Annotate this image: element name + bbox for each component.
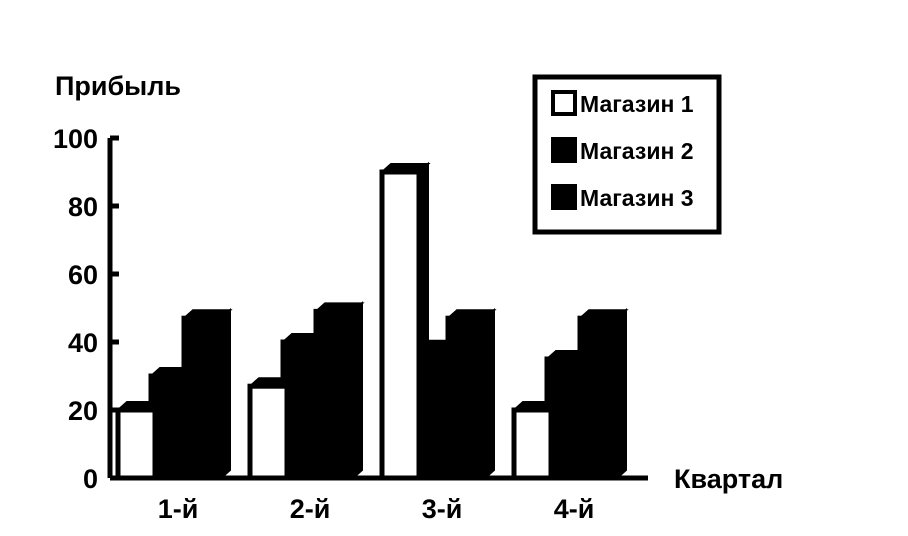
legend-swatch-1 <box>551 90 577 116</box>
y-tick-label: 40 <box>68 328 98 358</box>
legend-label-1: Магазин 1 <box>580 91 694 117</box>
y-axis-label: Прибыль <box>55 71 181 101</box>
bar-1-3 <box>379 161 431 481</box>
x-tick-label: 2-й <box>290 494 331 524</box>
y-tick-label: 100 <box>53 124 98 154</box>
plot-area: 0 20 40 60 80 100 1-й 2-й 3-й 4-й <box>53 124 648 524</box>
y-tick-label: 20 <box>68 396 98 426</box>
y-tick-label: 80 <box>68 192 98 222</box>
bar-1-2 <box>247 375 299 481</box>
bar-1-1 <box>115 399 167 481</box>
y-tick-label: 60 <box>68 260 98 290</box>
legend-label-2: Магазин 2 <box>580 138 694 164</box>
x-tick-label: 4-й <box>554 494 595 524</box>
y-tick-label: 0 <box>83 464 98 494</box>
bar-front-face <box>379 169 422 481</box>
legend-swatch-2 <box>551 137 577 163</box>
x-tick-label: 3-й <box>422 494 463 524</box>
bar-front-face <box>511 407 554 481</box>
bar-front-face <box>115 407 158 481</box>
x-tick-label: 1-й <box>158 494 199 524</box>
bar-front-face <box>247 383 290 481</box>
x-axis-label: Квартал <box>674 464 783 494</box>
legend: Магазин 1 Магазин 2 Магазин 3 <box>532 74 722 235</box>
legend-label-3: Магазин 3 <box>580 185 694 211</box>
bar-1-4 <box>511 399 563 481</box>
legend-swatch-3 <box>551 184 577 210</box>
